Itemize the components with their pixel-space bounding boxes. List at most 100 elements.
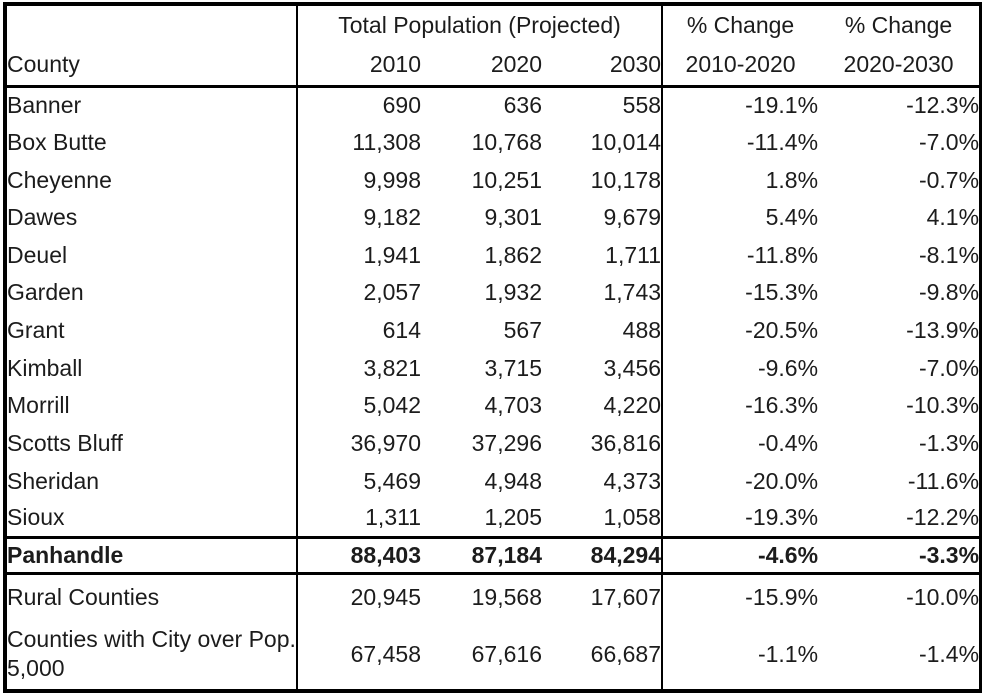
pop-2010-cell: 9,998 (363, 166, 421, 193)
county-rows-body: Banner 690 636 558 -19.1% -12.3% Box Butte 11,3… (5, 86, 981, 538)
pop-2010-cell: 88,403 (297, 535, 421, 576)
county-name-cell: Box Butte (5, 123, 298, 162)
table-row: Morrill 5,042 4,703 4,220 -16.3% -10.3% (5, 386, 981, 425)
pct-change-2-header-line2: 2020-2030 (818, 45, 982, 88)
pct-change-2020-2030-cell: -1.3% (918, 429, 980, 456)
pct-change-2020-2030-cell: -7.0% (918, 129, 980, 156)
pct-change-2010-2020-cell: -9.6% (757, 354, 819, 381)
pop-2030-cell: 4,373 (542, 462, 664, 500)
pct-change-1-header-line1: % Change (686, 12, 795, 39)
pop-2010-cell: 1,941 (363, 241, 421, 268)
pct-change-2010-2020-cell: 5.4% (765, 204, 819, 231)
table-row: Dawes 9,182 9,301 9,679 5.4% 4.1% (5, 198, 981, 237)
pop-2030-cell: 10,178 (542, 161, 664, 199)
pct-change-2010-2020-cell: -20.5% (745, 317, 819, 344)
pop-2010-cell: 690 (382, 92, 421, 119)
pct-change-2020-2030-cell: -12.3% (906, 92, 980, 119)
year-2020-header: 2020 (421, 45, 542, 88)
pop-2010-cell: 9,182 (363, 204, 421, 231)
pct-change-1-header-line2: 2010-2020 (662, 45, 819, 88)
pop-2030-cell: 3,456 (542, 349, 664, 387)
pop-2020-cell: 636 (503, 92, 542, 119)
pct-change-2020-2030-cell: -7.0% (918, 354, 980, 381)
table-row: Sioux 1,311 1,205 1,058 -19.3% -12.2% (5, 499, 981, 538)
pop-2020-cell: 67,616 (471, 641, 542, 668)
table-row: Banner 690 636 558 -19.1% -12.3% (5, 86, 981, 124)
pop-2030-cell: 66,687 (542, 619, 664, 691)
pop-2030-cell: 4,220 (542, 386, 664, 425)
pct-change-2020-2030-cell: -11.6% (907, 467, 980, 494)
pop-2020-cell: 19,568 (471, 584, 542, 611)
county-name-cell: Panhandle (5, 535, 298, 576)
pct-change-2010-2020-cell: -11.8% (746, 241, 819, 268)
county-name-cell: Rural Counties (5, 573, 298, 620)
pct-change-2020-2030-cell: -8.1% (918, 241, 980, 268)
table-row: Kimball 3,821 3,715 3,456 -9.6% -7.0% (5, 349, 981, 387)
pop-2030-cell: 36,816 (542, 424, 664, 463)
pct-change-2010-2020-cell: 1.8% (765, 166, 819, 193)
pop-2010-cell: 2,057 (363, 279, 421, 306)
pop-2030-cell: 17,607 (542, 573, 664, 620)
pop-2010-cell: 1,311 (365, 504, 421, 531)
pop-2010-cell: 36,970 (350, 429, 421, 456)
county-header-spacer (5, 4, 298, 45)
pct-change-2010-2020-cell: -11.4% (746, 129, 819, 156)
county-column-header: County (5, 45, 298, 88)
pct-change-2020-2030-cell: -10.0% (906, 584, 980, 611)
pct-change-2010-2020-cell: -20.0% (745, 467, 819, 494)
pop-2020-cell: 4,948 (484, 467, 542, 494)
table-row: Box Butte 11,308 10,768 10,014 -11.4% -7.0% (5, 123, 981, 162)
pct-change-2010-2020-cell: -15.3% (745, 279, 819, 306)
county-name-cell: Sheridan (5, 462, 298, 500)
pop-2010-cell: 614 (382, 317, 421, 344)
county-name-cell: Kimball (5, 349, 298, 387)
pct-change-2-header-line1: % Change (844, 12, 953, 39)
header-row-2: County 2010 2020 2030 2010-2020 2020-203… (5, 45, 982, 88)
year-2010-header: 2010 (297, 45, 421, 88)
table-row: Grant 614 567 488 -20.5% -13.9% (5, 311, 981, 350)
pct-change-2020-2030-cell: -3.3% (818, 535, 982, 576)
pct-change-2020-2030-cell: -12.2% (906, 504, 980, 531)
pct-change-2010-2020-cell: -15.9% (745, 584, 819, 611)
rural-counties-row: Rural Counties 20,945 19,568 17,607 -15.9% -1… (5, 573, 981, 620)
county-name-cell: Counties with City over Pop. 5,000 (5, 619, 298, 691)
pct-change-2010-2020-cell: -19.1% (745, 92, 819, 119)
pop-2030-cell: 10,014 (542, 123, 664, 162)
summary-row: Panhandle 88,403 87,184 84,294 -4.6% -3.3% (5, 535, 982, 576)
pop-2020-cell: 9,301 (484, 204, 542, 231)
pop-2010-cell: 20,945 (350, 584, 421, 611)
county-population-table: Total Population (Projected) % Change % … (3, 2, 982, 693)
pct-change-2020-2030-cell: -9.8% (918, 279, 980, 306)
pop-2010-cell: 67,458 (350, 641, 421, 668)
county-name-cell: Banner (5, 86, 298, 124)
table-row: Deuel 1,941 1,862 1,711 -11.8% -8.1% (5, 236, 981, 275)
pop-2030-cell: 488 (542, 311, 664, 350)
pop-2020-cell: 1,932 (484, 279, 542, 306)
table-row: Scotts Bluff 36,970 37,296 36,816 -0.4% -1.3% (5, 424, 981, 463)
pop-2030-cell: 1,743 (542, 274, 664, 312)
county-name-cell: Scotts Bluff (5, 424, 298, 463)
county-name-cell: Grant (5, 311, 298, 350)
county-name-cell: Sioux (5, 499, 298, 538)
county-name-cell: Deuel (5, 236, 298, 275)
year-2030-header: 2030 (542, 45, 664, 88)
pop-2020-cell: 37,296 (471, 429, 542, 456)
pop-2010-cell: 5,042 (363, 392, 421, 419)
pct-change-2020-2030-cell: -1.4% (918, 641, 980, 668)
pct-change-2010-2020-cell: -4.6% (662, 535, 819, 576)
pct-change-2020-2030-cell: -10.3% (906, 392, 980, 419)
pop-2020-cell: 10,768 (471, 129, 542, 156)
pct-change-2020-2030-cell: -0.7% (918, 166, 980, 193)
table-header: Total Population (Projected) % Change % … (5, 4, 982, 88)
pop-2030-cell: 558 (542, 86, 664, 124)
pct-change-2020-2030-cell: -13.9% (906, 317, 980, 344)
counties-with-city-row: Counties with City over Pop. 5,000 67,458… (5, 619, 981, 691)
footer-rows-body: Rural Counties 20,945 19,568 17,607 -15.9% -1… (5, 573, 981, 691)
county-name-cell: Morrill (5, 386, 298, 425)
header-row-1: Total Population (Projected) % Change % … (5, 4, 981, 45)
pop-2020-cell: 1,862 (484, 241, 542, 268)
pop-2020-cell: 87,184 (421, 535, 542, 576)
pop-2020-cell: 4,703 (484, 392, 542, 419)
pct-change-2010-2020-cell: -1.1% (757, 641, 819, 668)
pct-change-2020-2030-cell: 4.1% (926, 204, 980, 231)
